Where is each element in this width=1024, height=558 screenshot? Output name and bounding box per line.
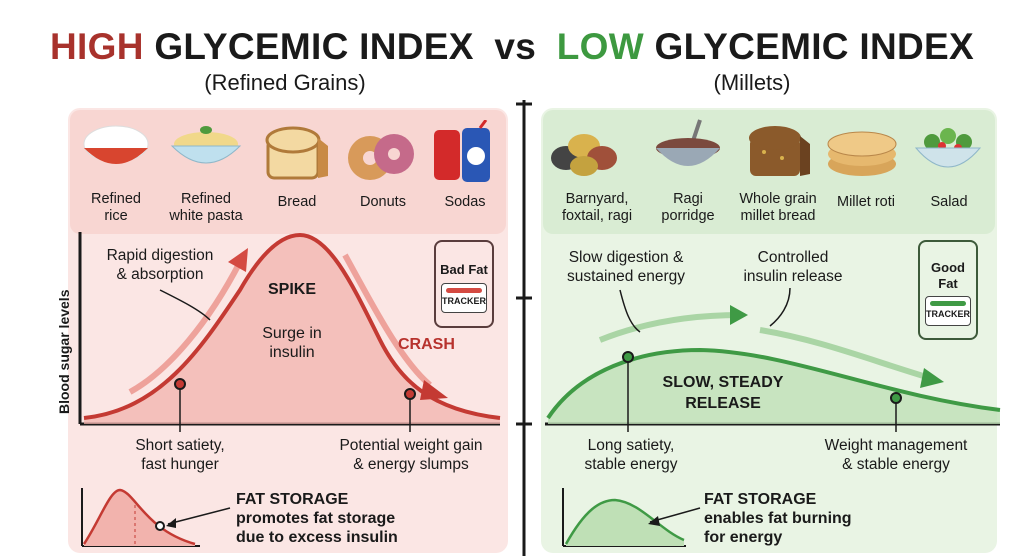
food-label-white-pasta: Refined white pasta xyxy=(169,191,243,224)
good-fat-tracker-label: TRACKER xyxy=(926,309,970,319)
steady-arrow-1 xyxy=(598,312,741,343)
left-fat-storage-desc: promotes fat storage due to excess insuli… xyxy=(236,510,398,546)
good-fat-tracker-screen: TRACKER xyxy=(925,296,971,326)
short-satiety-note: Short satiety, fast hunger xyxy=(135,437,225,473)
mini-steady-fill xyxy=(566,500,684,546)
donut-icon xyxy=(348,134,414,180)
food-label-bread: Bread xyxy=(277,194,317,210)
rapid-digestion-note: Rapid digestion & absorption xyxy=(106,247,214,283)
steady-arrow-2 xyxy=(759,327,931,381)
controlled-insulin-note: Controlled insulin release xyxy=(743,249,843,285)
steady-curve xyxy=(546,347,1001,420)
title-vs: vs xyxy=(494,26,537,67)
short-satiety-marker xyxy=(174,378,186,390)
surge-insulin-label: Surge in insulin xyxy=(262,325,322,361)
good-fat-tracker-title: Good Fat xyxy=(931,260,965,291)
food-label-sodas: Sodas xyxy=(444,194,486,210)
rise-arrow-head xyxy=(228,248,248,272)
mini-steady-curve xyxy=(564,498,685,545)
spike-curve-fill xyxy=(84,235,500,424)
spike-label: SPIKE xyxy=(267,281,316,298)
food-label-millet-roti: Millet roti xyxy=(836,194,895,210)
right-fat-storage-title: FAT STORAGE xyxy=(704,491,817,508)
bread-icon xyxy=(265,126,328,180)
crash-label: CRASH xyxy=(398,336,455,353)
food-label-ragi-porridge: Ragi porridge xyxy=(661,191,715,224)
food-label-millet-bread: Whole grain millet bread xyxy=(739,191,817,224)
long-satiety-note: Long satiety, stable energy xyxy=(584,437,678,473)
slow-digestion-note: Slow digestion & sustained energy xyxy=(566,249,686,285)
crash-arrow-head xyxy=(420,380,448,400)
title-low-rest: GLYCEMIC INDEX xyxy=(654,26,974,67)
porridge-bowl-icon xyxy=(656,119,720,166)
steady-curve-fill xyxy=(548,350,1000,424)
right-fat-storage-desc: enables fat burning for energy xyxy=(704,510,852,546)
title-high-rest: GLYCEMIC INDEX xyxy=(154,26,474,67)
good-fat-tracker: Good Fat TRACKER xyxy=(918,240,978,340)
whole-grain-bread-icon xyxy=(749,126,810,176)
spike-curve xyxy=(83,232,501,420)
weight-gain-note: Potential weight gain & energy slumps xyxy=(339,437,483,473)
weight-gain-marker xyxy=(404,388,416,400)
y-axis-label: Blood sugar levels xyxy=(56,289,72,414)
food-label-salad: Salad xyxy=(930,194,968,210)
rice-bowl-icon xyxy=(83,125,149,164)
subtitle-left: (Refined Grains) xyxy=(204,70,366,95)
title-low: LOW xyxy=(556,26,644,67)
left-fat-storage-title: FAT STORAGE xyxy=(236,491,349,508)
bad-fat-tracker-label: TRACKER xyxy=(442,296,486,306)
bad-fat-tracker-screen: TRACKER xyxy=(441,283,487,313)
bad-fat-tracker-title: Bad Fat xyxy=(440,262,488,277)
salad-bowl-icon xyxy=(914,128,982,168)
soda-can-icon xyxy=(434,120,490,182)
bad-fat-tracker: Bad Fat TRACKER xyxy=(434,240,494,328)
food-label-donuts: Donuts xyxy=(360,194,406,210)
crash-arrow-line xyxy=(342,253,432,388)
slow-steady-label: SLOW, STEADY RELEASE xyxy=(662,374,784,412)
pasta-bowl-icon xyxy=(170,126,242,164)
weight-mgmt-marker xyxy=(890,392,902,404)
food-label-millets: Barnyard, foxtail, ragi xyxy=(561,191,633,224)
rise-arrow-line xyxy=(128,260,243,395)
long-satiety-marker xyxy=(622,351,634,363)
subtitle-right: (Millets) xyxy=(713,70,791,95)
roti-icon xyxy=(827,131,897,176)
weight-management-note: Weight management & stable energy xyxy=(824,437,968,473)
food-label-refined-rice: Refined rice xyxy=(91,191,141,224)
millet-grains-icon xyxy=(551,134,617,176)
page-title: HIGH GLYCEMIC INDEX vs LOW GLYCEMIC INDE… xyxy=(0,26,1024,68)
title-high: HIGH xyxy=(50,26,144,67)
